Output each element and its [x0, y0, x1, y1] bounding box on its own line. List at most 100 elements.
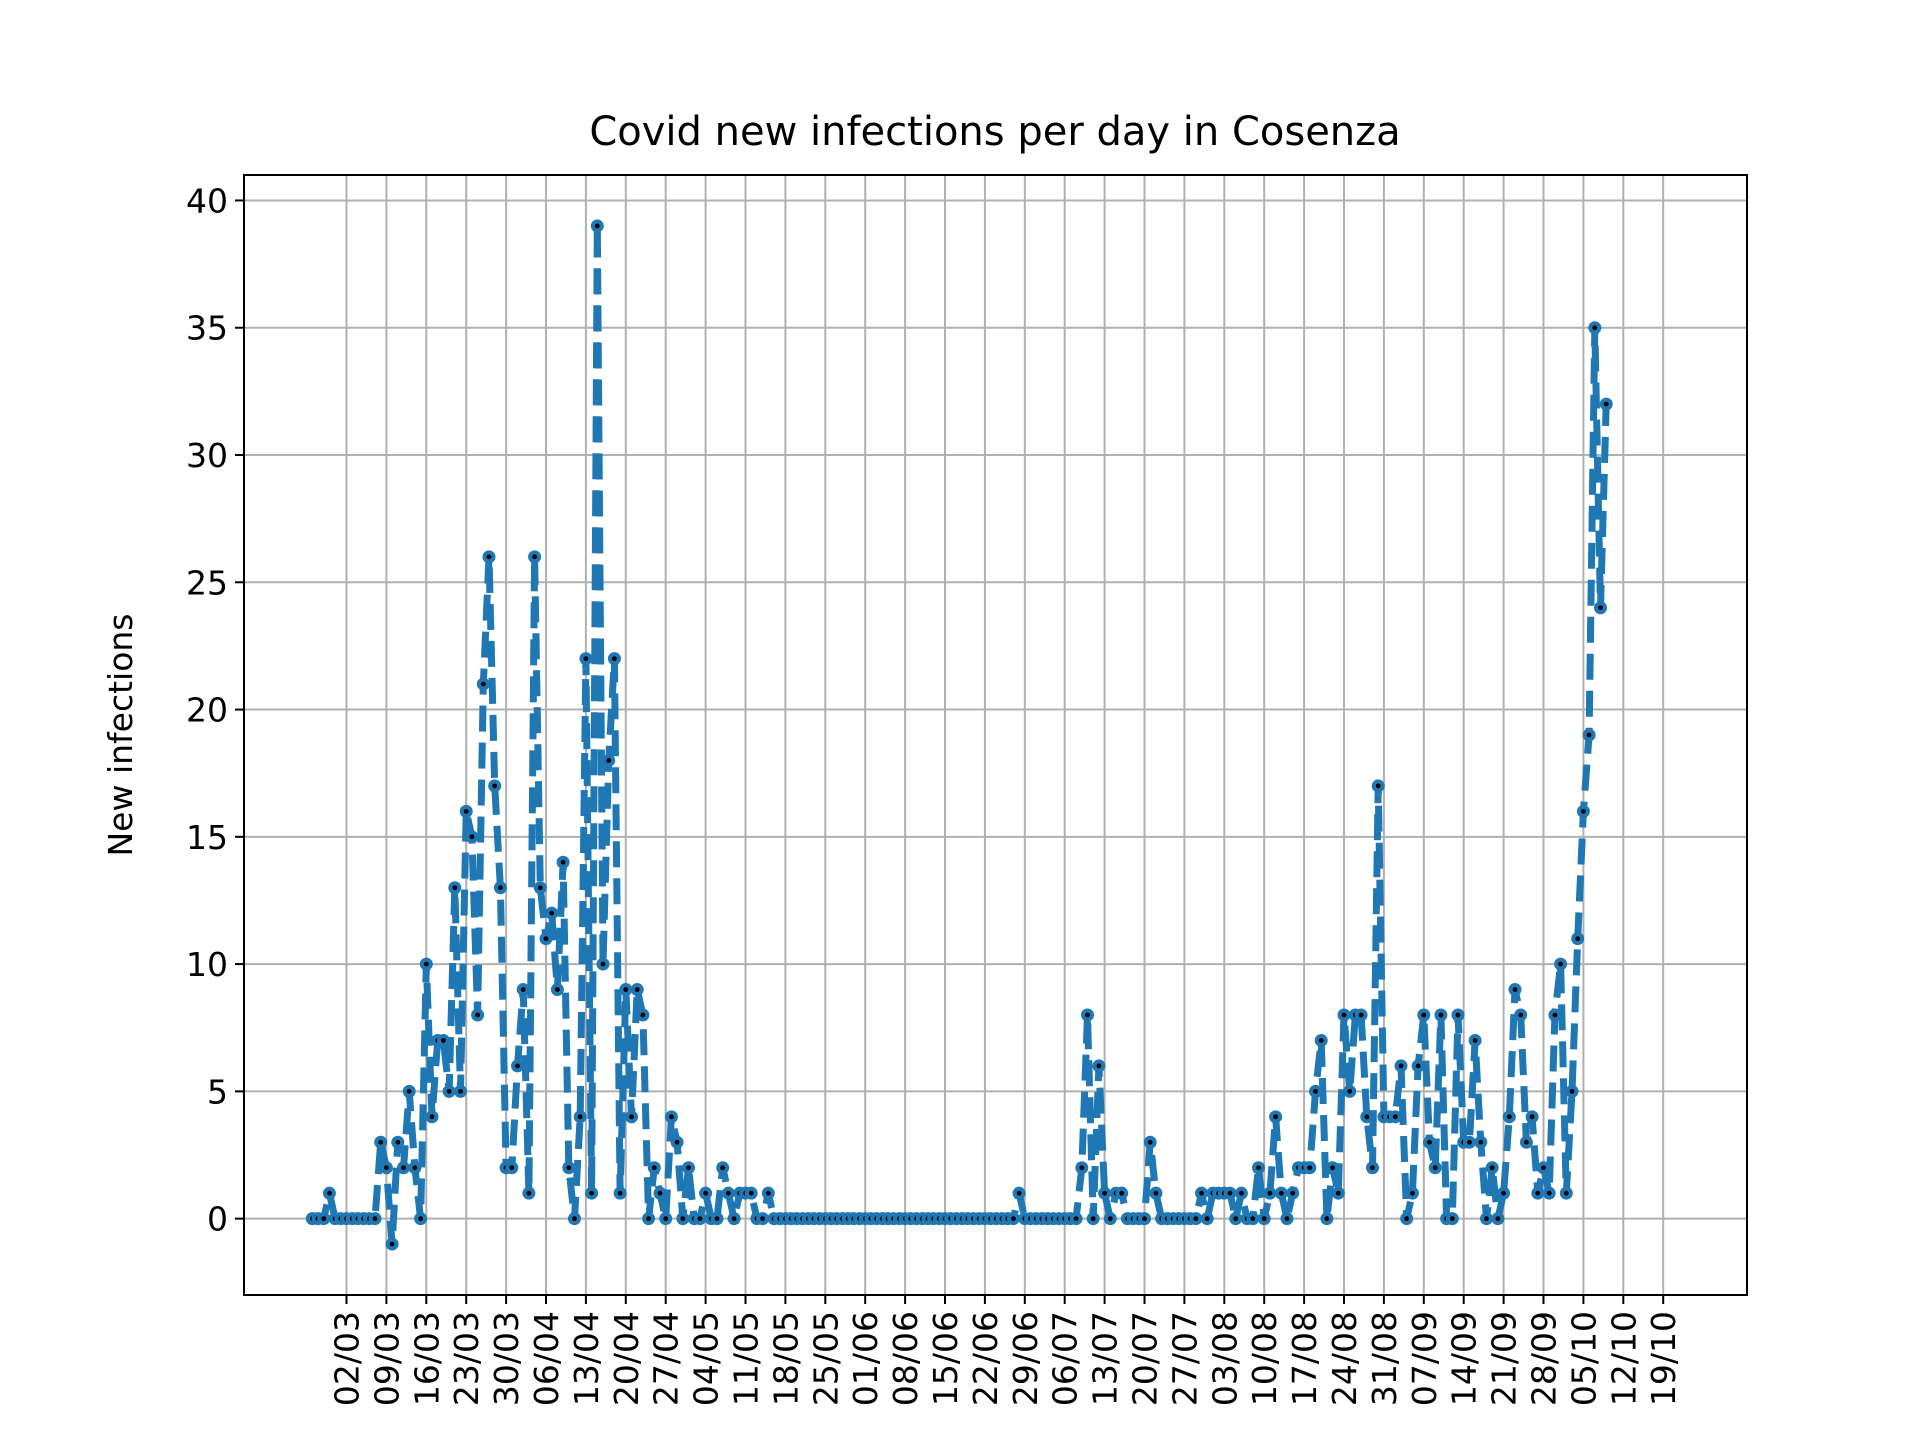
- data-point-center: [526, 1190, 532, 1196]
- data-point-center: [1119, 1190, 1125, 1196]
- data-point-center: [1410, 1190, 1415, 1196]
- data-point-center: [486, 554, 492, 560]
- data-point-center: [634, 987, 640, 992]
- data-point-center: [520, 987, 526, 992]
- data-point-center: [1432, 1165, 1438, 1171]
- data-point-center: [1598, 605, 1603, 611]
- chart-title: Covid new infections per day in Cosenza: [589, 109, 1400, 155]
- data-point-center: [1512, 987, 1518, 992]
- x-tick-label: 06/04: [527, 1311, 566, 1406]
- data-point-center: [703, 1190, 708, 1196]
- data-point-center: [651, 1165, 657, 1171]
- data-point-center: [1227, 1190, 1233, 1196]
- x-tick-label: 27/07: [1165, 1311, 1204, 1406]
- x-tick-label: 03/08: [1205, 1311, 1244, 1406]
- data-point-center: [1307, 1165, 1313, 1171]
- data-point-center: [731, 1216, 737, 1222]
- series-markers: [305, 219, 1613, 1251]
- data-point-center: [1147, 1139, 1153, 1145]
- data-point-center: [1415, 1063, 1421, 1069]
- data-point-center: [1552, 1012, 1558, 1018]
- data-point-center: [1392, 1114, 1398, 1120]
- x-tick-label: 27/04: [647, 1311, 686, 1406]
- plot-frame: [243, 174, 1748, 1296]
- data-point-center: [1467, 1139, 1472, 1145]
- data-point-center: [1096, 1063, 1102, 1069]
- x-tick-label: 18/05: [766, 1311, 805, 1406]
- x-tick-label: 11/05: [727, 1311, 766, 1406]
- data-point-center: [1455, 1012, 1461, 1018]
- data-point-center: [1427, 1139, 1432, 1145]
- data-point-center: [640, 1012, 646, 1018]
- data-point-center: [1193, 1216, 1199, 1222]
- data-point-center: [589, 1190, 594, 1196]
- data-point-center: [1546, 1190, 1552, 1196]
- data-point-center: [1478, 1139, 1484, 1145]
- y-tick-label: 5: [207, 1072, 228, 1111]
- data-point-center: [760, 1216, 765, 1222]
- x-tick-label: 13/04: [567, 1311, 606, 1406]
- x-tick-label: 28/09: [1525, 1311, 1564, 1406]
- data-point-center: [1290, 1190, 1296, 1196]
- data-point-center: [1016, 1190, 1022, 1196]
- data-point-center: [1535, 1190, 1541, 1196]
- data-point-center: [1347, 1088, 1353, 1094]
- data-point-center: [1364, 1114, 1370, 1120]
- data-point-center: [532, 554, 537, 560]
- data-point-center: [1529, 1114, 1535, 1120]
- data-point-center: [515, 1063, 520, 1069]
- x-tick-label: 08/06: [886, 1311, 925, 1406]
- data-point-center: [423, 961, 429, 967]
- data-point-center: [1421, 1012, 1427, 1018]
- data-point-center: [1102, 1190, 1107, 1196]
- data-point-center: [378, 1139, 384, 1145]
- data-point-center: [697, 1216, 703, 1222]
- data-point-center: [1330, 1165, 1335, 1171]
- data-point-center: [617, 1190, 623, 1196]
- data-point-center: [1233, 1216, 1239, 1222]
- x-tick-label: 02/03: [328, 1311, 367, 1406]
- data-point-center: [418, 1216, 423, 1222]
- data-point-center: [458, 1088, 463, 1094]
- data-point-center: [463, 808, 469, 814]
- data-point-center: [1267, 1190, 1273, 1196]
- y-tick-label: 20: [186, 691, 228, 730]
- x-axis: 02/03 09/03 16/03 23/03 30/03 06/04 13/04 20/04…: [328, 1295, 1683, 1406]
- data-point-center: [1085, 1012, 1090, 1018]
- data-point-center: [1142, 1216, 1147, 1222]
- data-point-center: [646, 1216, 651, 1222]
- data-point-center: [748, 1190, 754, 1196]
- data-point-center: [674, 1139, 680, 1145]
- x-tick-label: 21/09: [1485, 1311, 1524, 1406]
- data-point-center: [1541, 1165, 1546, 1171]
- y-tick-label: 40: [186, 181, 228, 220]
- data-point-center: [1375, 783, 1381, 789]
- y-tick-label: 0: [207, 1200, 228, 1239]
- data-point-center: [572, 1216, 577, 1222]
- x-tick-label: 16/03: [407, 1311, 446, 1406]
- data-point-center: [1592, 325, 1598, 331]
- data-point-center: [1358, 1012, 1364, 1018]
- data-point-center: [1318, 1038, 1324, 1043]
- data-point-center: [594, 223, 600, 229]
- data-point-center: [600, 961, 606, 967]
- data-point-center: [1603, 401, 1609, 407]
- data-point-center: [1273, 1114, 1278, 1120]
- data-point-center: [1073, 1216, 1079, 1222]
- data-point-center: [663, 1216, 669, 1222]
- data-point-center: [1090, 1216, 1096, 1222]
- data-point-center: [1438, 1012, 1444, 1018]
- data-point-center: [537, 885, 543, 891]
- y-axis-label: New infections: [101, 613, 140, 856]
- data-point-center: [1398, 1063, 1404, 1069]
- x-tick-label: 07/09: [1405, 1311, 1444, 1406]
- data-point-center: [1575, 936, 1581, 942]
- x-tick-label: 22/06: [966, 1311, 1005, 1406]
- y-tick-label: 10: [186, 945, 228, 984]
- data-point-center: [726, 1190, 731, 1196]
- data-point-center: [1250, 1216, 1256, 1222]
- data-point-center: [1256, 1165, 1261, 1171]
- x-tick-label: 31/08: [1365, 1311, 1404, 1406]
- data-point-center: [543, 936, 549, 942]
